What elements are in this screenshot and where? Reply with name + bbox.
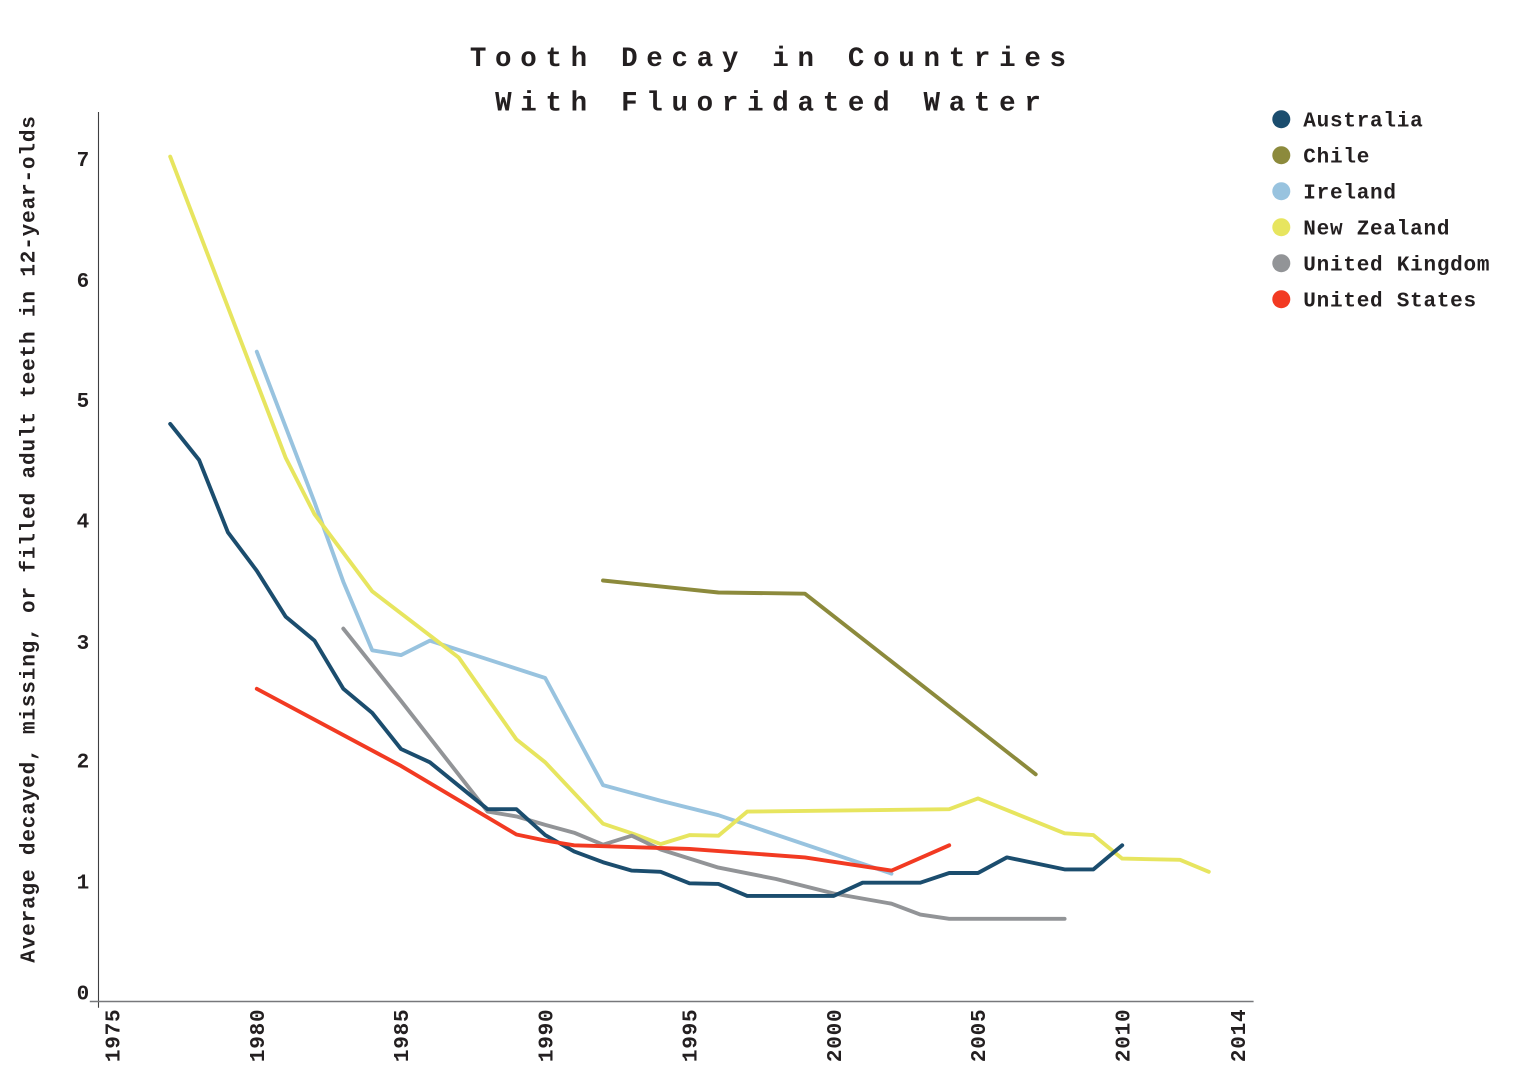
svg-text:6: 6 (77, 271, 90, 294)
svg-text:1980: 1980 (248, 1009, 271, 1062)
svg-text:0: 0 (77, 983, 90, 1006)
svg-text:Australia: Australia (1303, 110, 1423, 133)
svg-text:Ireland: Ireland (1303, 182, 1396, 205)
svg-text:2: 2 (77, 752, 90, 775)
svg-text:United States: United States (1303, 290, 1477, 313)
svg-text:Chile: Chile (1303, 146, 1370, 169)
svg-text:1990: 1990 (536, 1009, 559, 1062)
svg-text:1: 1 (77, 872, 90, 895)
svg-text:2010: 2010 (1113, 1009, 1136, 1062)
svg-text:United Kingdom: United Kingdom (1303, 254, 1490, 277)
svg-text:Tooth Decay in Countries: Tooth Decay in Countries (470, 44, 1075, 75)
svg-text:1995: 1995 (681, 1009, 704, 1062)
svg-text:2014: 2014 (1229, 1009, 1252, 1062)
svg-text:7: 7 (77, 150, 90, 173)
svg-text:2005: 2005 (969, 1009, 992, 1062)
svg-text:With Fluoridated Water: With Fluoridated Water (495, 89, 1049, 120)
svg-text:New Zealand: New Zealand (1303, 218, 1450, 241)
svg-text:1985: 1985 (392, 1009, 415, 1062)
svg-text:2000: 2000 (825, 1009, 848, 1062)
svg-text:1975: 1975 (104, 1009, 127, 1062)
svg-text:5: 5 (77, 391, 90, 414)
svg-text:3: 3 (77, 633, 90, 656)
svg-text:4: 4 (77, 512, 90, 535)
svg-text:Average decayed, missing, or f: Average decayed, missing, or filled adul… (19, 115, 42, 962)
